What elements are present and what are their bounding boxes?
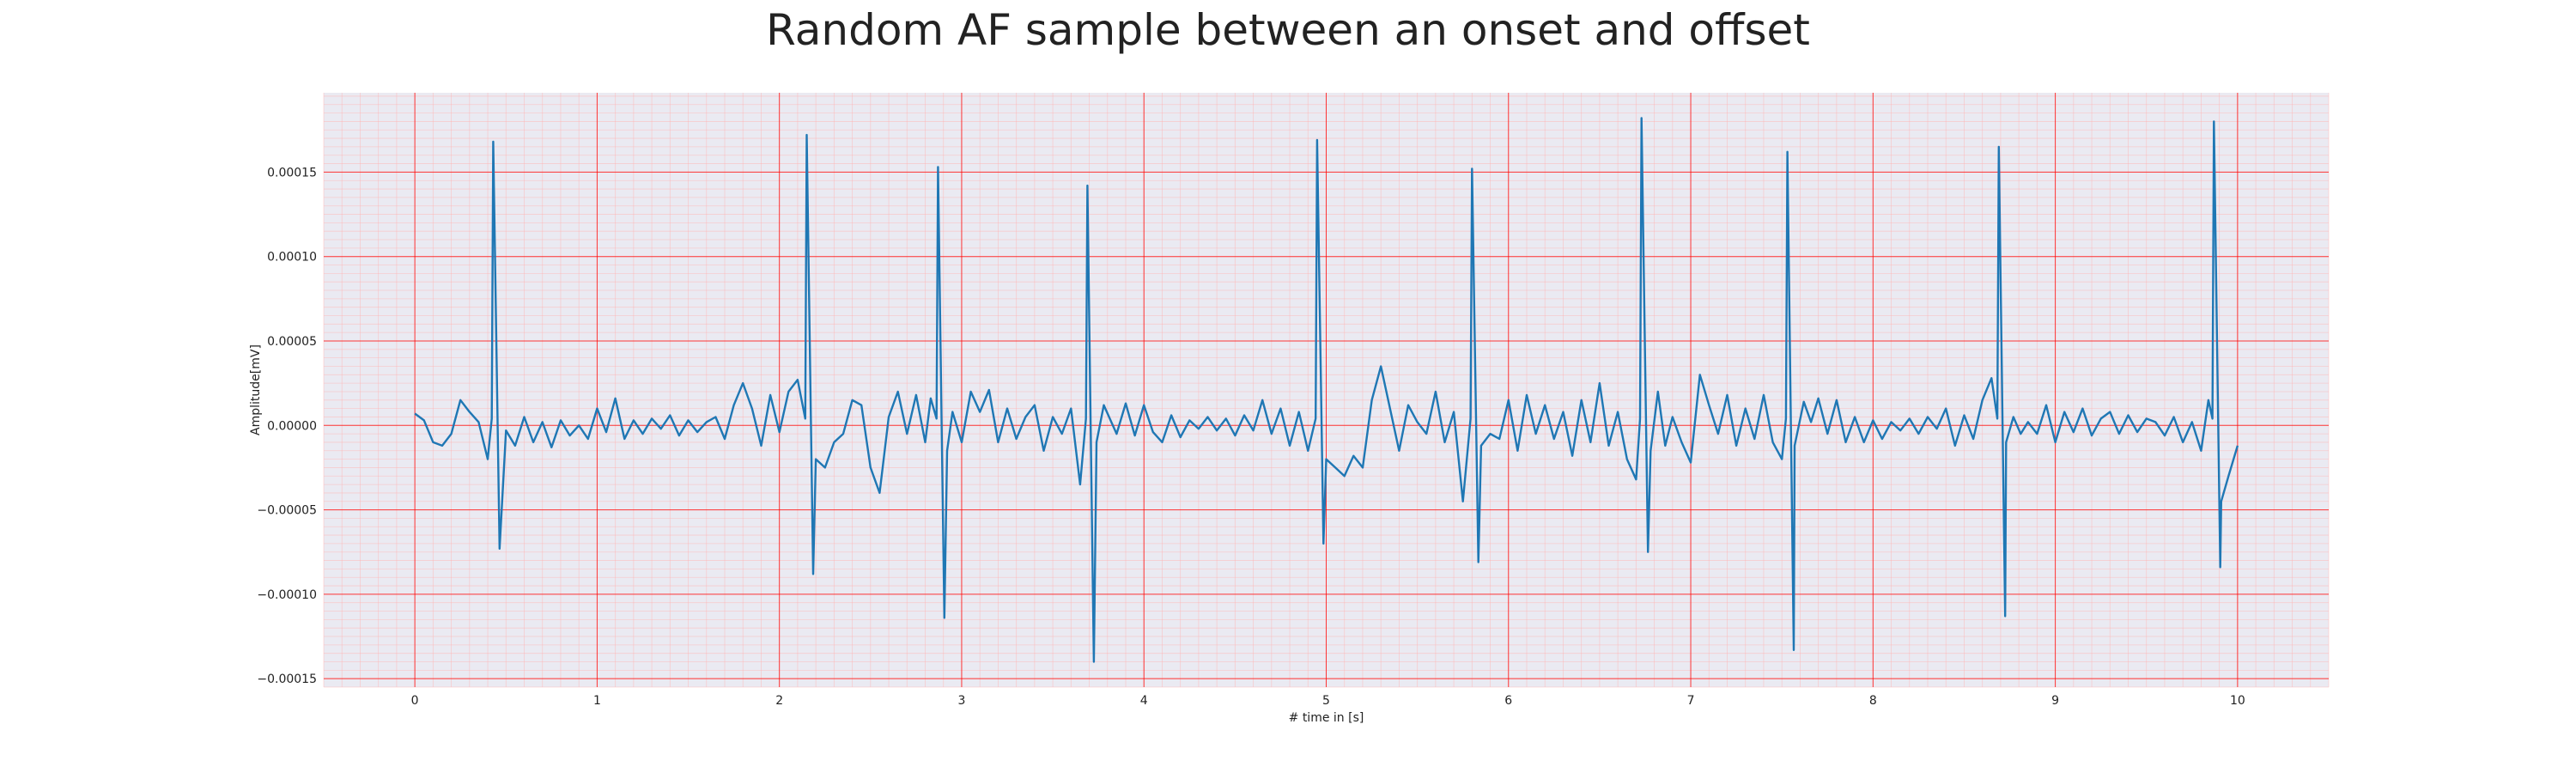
y-tick-label: 0.00005 bbox=[267, 335, 317, 349]
major-grid bbox=[324, 93, 2329, 687]
y-tick-label: 0.00000 bbox=[267, 419, 317, 433]
y-tick-label: −0.00015 bbox=[257, 673, 317, 686]
x-tick-label: 8 bbox=[1869, 694, 1877, 708]
y-tick-label: −0.00010 bbox=[257, 588, 317, 602]
y-axis-label: Amplitude[mV] bbox=[249, 344, 263, 435]
x-tick-label: 4 bbox=[1140, 694, 1148, 708]
x-tick-label: 5 bbox=[1322, 694, 1330, 708]
y-axis-ticks: −0.00015 −0.00010 −0.00005 0.00000 0.00005 0.… bbox=[257, 166, 317, 686]
x-tick-label: 6 bbox=[1504, 694, 1512, 708]
x-axis-ticks: 0 1 2 3 4 5 6 7 8 9 10 bbox=[411, 694, 2245, 708]
x-tick-label: 3 bbox=[957, 694, 965, 708]
x-tick-label: 1 bbox=[593, 694, 601, 708]
x-tick-label: 0 bbox=[411, 694, 419, 708]
y-tick-label: −0.00005 bbox=[257, 504, 317, 518]
ecg-series-line bbox=[414, 117, 2239, 663]
x-tick-label: 7 bbox=[1687, 694, 1695, 708]
x-tick-label: 9 bbox=[2051, 694, 2059, 708]
chart-title: Random AF sample between an onset and of… bbox=[766, 5, 1810, 55]
x-tick-label: 2 bbox=[775, 694, 783, 708]
x-tick-label: 10 bbox=[2230, 694, 2245, 708]
y-tick-label: 0.00010 bbox=[267, 251, 317, 265]
y-tick-label: 0.00015 bbox=[267, 166, 317, 180]
x-axis-label: # time in [s] bbox=[1289, 711, 1364, 725]
series-layer bbox=[414, 117, 2239, 663]
